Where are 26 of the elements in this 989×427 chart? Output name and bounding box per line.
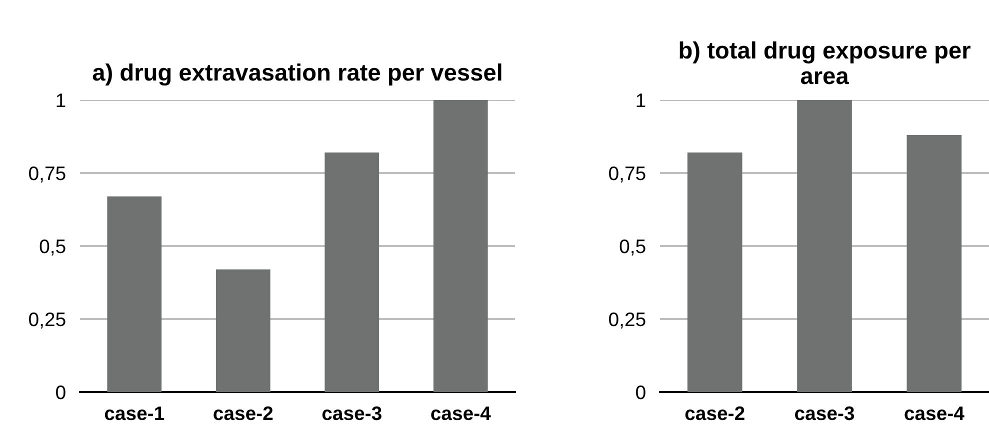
y-tick-label: 0,25 [609,312,646,329]
x-tick-label: case-2 [214,406,273,420]
y-tick-label: 1 [56,94,66,108]
x-tick-label: case-4 [904,406,964,420]
x-tick-label: case-1 [104,406,164,420]
y-tick-label: 0 [56,385,66,400]
y-tick-label: 0 [636,385,646,400]
x-tick-label: case-3 [322,406,382,420]
bar [324,152,380,392]
x-tick-label: case-3 [794,406,854,420]
chart-title: a) drug extravasation rate per vessel [92,63,502,86]
y-tick-label: 0,75 [609,166,646,183]
bar [797,100,852,392]
y-tick-label: 0,5 [40,239,66,256]
bar [687,152,742,392]
y-tick-label: 0,25 [29,312,66,329]
y-tick-label: 0,5 [620,239,646,256]
y-tick-label: 1 [636,94,646,108]
x-tick-label: case-4 [431,406,491,420]
bar [433,100,488,392]
bar [906,135,962,392]
y-tick-label: 0,75 [29,166,66,183]
chart-title: b) total drug exposure per area [680,41,970,84]
bar [216,269,270,392]
bar [107,196,162,392]
x-tick-label: case-2 [685,406,744,420]
